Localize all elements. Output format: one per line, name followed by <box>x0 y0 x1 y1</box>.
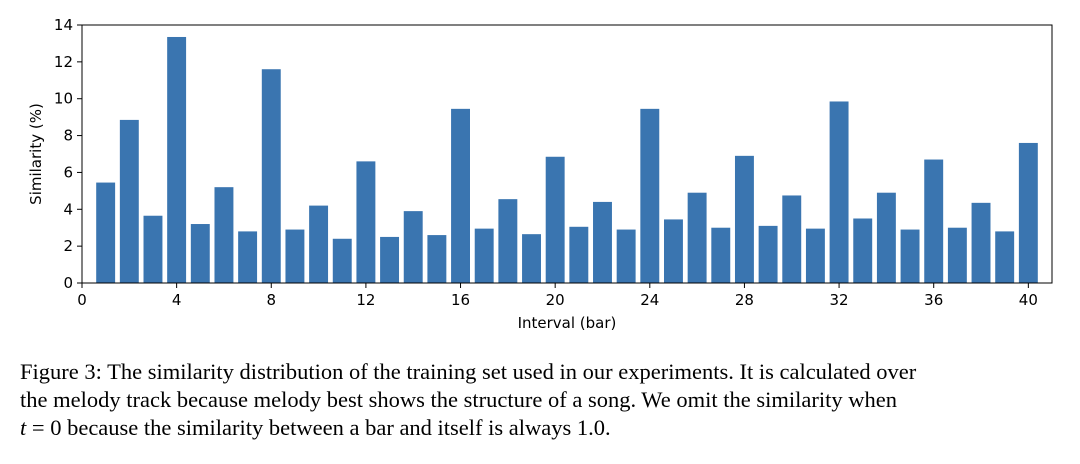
bar-interval-12 <box>356 161 376 283</box>
figure-caption: Figure 3: The similarity distribution of… <box>20 358 1070 442</box>
bar-interval-21 <box>569 226 589 283</box>
bar-interval-39 <box>995 231 1015 283</box>
x-tick-label: 24 <box>640 291 659 309</box>
bar-interval-28 <box>734 155 754 283</box>
y-tick-label: 2 <box>63 237 73 255</box>
bar-interval-24 <box>640 108 660 283</box>
bar-interval-27 <box>711 227 731 283</box>
x-tick-label: 0 <box>77 291 87 309</box>
bar-interval-6 <box>214 187 234 283</box>
bar-interval-1 <box>96 182 116 283</box>
bar-interval-15 <box>427 235 447 283</box>
bar-interval-3 <box>143 215 163 283</box>
caption-line-1: Figure 3: The similarity distribution of… <box>20 359 917 384</box>
y-axis-label: Similarity (%) <box>27 103 45 205</box>
plot-frame <box>81 24 1053 284</box>
bar-interval-34 <box>876 192 896 283</box>
bar-interval-25 <box>664 219 683 283</box>
bar-interval-19 <box>522 234 541 283</box>
bar-interval-20 <box>545 156 565 283</box>
caption-variable: t <box>20 415 27 440</box>
bar-interval-30 <box>782 195 802 283</box>
x-tick-label: 40 <box>1019 291 1038 309</box>
bar-interval-33 <box>853 218 873 283</box>
bar-interval-36 <box>924 159 944 283</box>
x-tick-label: 8 <box>266 291 276 309</box>
bar-interval-2 <box>119 119 139 284</box>
bar-interval-7 <box>238 231 258 283</box>
bar-interval-23 <box>616 229 636 283</box>
x-tick-label: 4 <box>172 291 182 309</box>
x-tick-label: 12 <box>356 291 375 309</box>
y-tick-label: 6 <box>63 163 73 181</box>
bar-interval-13 <box>380 236 400 283</box>
x-tick-label: 36 <box>924 291 943 309</box>
y-tick-label: 4 <box>63 200 73 218</box>
bar-interval-29 <box>758 225 778 283</box>
bar-interval-4 <box>167 36 187 283</box>
bar-interval-26 <box>687 192 707 283</box>
x-tick-label: 20 <box>546 291 565 309</box>
caption-line-3-text: = 0 because the similarity between a bar… <box>26 415 611 440</box>
bar-interval-5 <box>190 224 210 283</box>
bar-interval-22 <box>593 201 612 283</box>
bar-interval-9 <box>285 229 305 283</box>
bar-interval-32 <box>829 101 849 283</box>
bar-interval-40 <box>1018 142 1038 283</box>
bar-interval-11 <box>332 238 352 283</box>
bar-interval-10 <box>309 205 329 283</box>
x-tick-label: 28 <box>735 291 754 309</box>
bar-interval-38 <box>971 202 991 283</box>
y-tick-label: 12 <box>54 53 73 71</box>
bar-interval-35 <box>900 229 920 283</box>
bar-interval-17 <box>474 228 494 283</box>
y-tick-label: 10 <box>54 90 73 108</box>
caption-line-3: t = 0 because the similarity between a b… <box>20 414 1070 442</box>
bar-interval-14 <box>403 211 423 283</box>
y-tick-label: 8 <box>63 127 73 145</box>
caption-line-2: the melody track because melody best sho… <box>20 387 897 412</box>
x-axis-label: Interval (bar) <box>518 314 617 332</box>
bar-interval-18 <box>498 199 518 283</box>
x-tick-label: 16 <box>451 291 470 309</box>
x-tick-label: 32 <box>830 291 849 309</box>
bars-group <box>96 36 1038 284</box>
bar-interval-16 <box>451 108 470 283</box>
bar-interval-31 <box>805 228 825 283</box>
y-ticks: 0 2 4 6 8 10 12 14 <box>54 16 82 292</box>
bar-interval-8 <box>261 69 281 283</box>
bar-interval-37 <box>947 227 967 283</box>
y-tick-label: 14 <box>54 16 73 34</box>
x-ticks: 0 4 8 12 16 20 24 28 32 36 40 <box>77 283 1038 309</box>
y-tick-label: 0 <box>63 274 73 292</box>
